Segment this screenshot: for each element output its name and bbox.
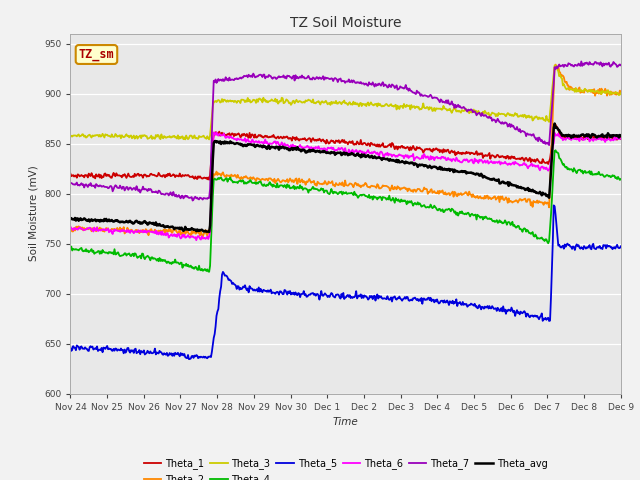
- Title: TZ Soil Moisture: TZ Soil Moisture: [290, 16, 401, 30]
- Y-axis label: Soil Moisture (mV): Soil Moisture (mV): [29, 166, 38, 262]
- Legend: Theta_1, Theta_2, Theta_3, Theta_4, Theta_5, Theta_6, Theta_7, Theta_avg: Theta_1, Theta_2, Theta_3, Theta_4, Thet…: [140, 454, 551, 480]
- X-axis label: Time: Time: [333, 417, 358, 427]
- Text: TZ_sm: TZ_sm: [79, 48, 115, 61]
